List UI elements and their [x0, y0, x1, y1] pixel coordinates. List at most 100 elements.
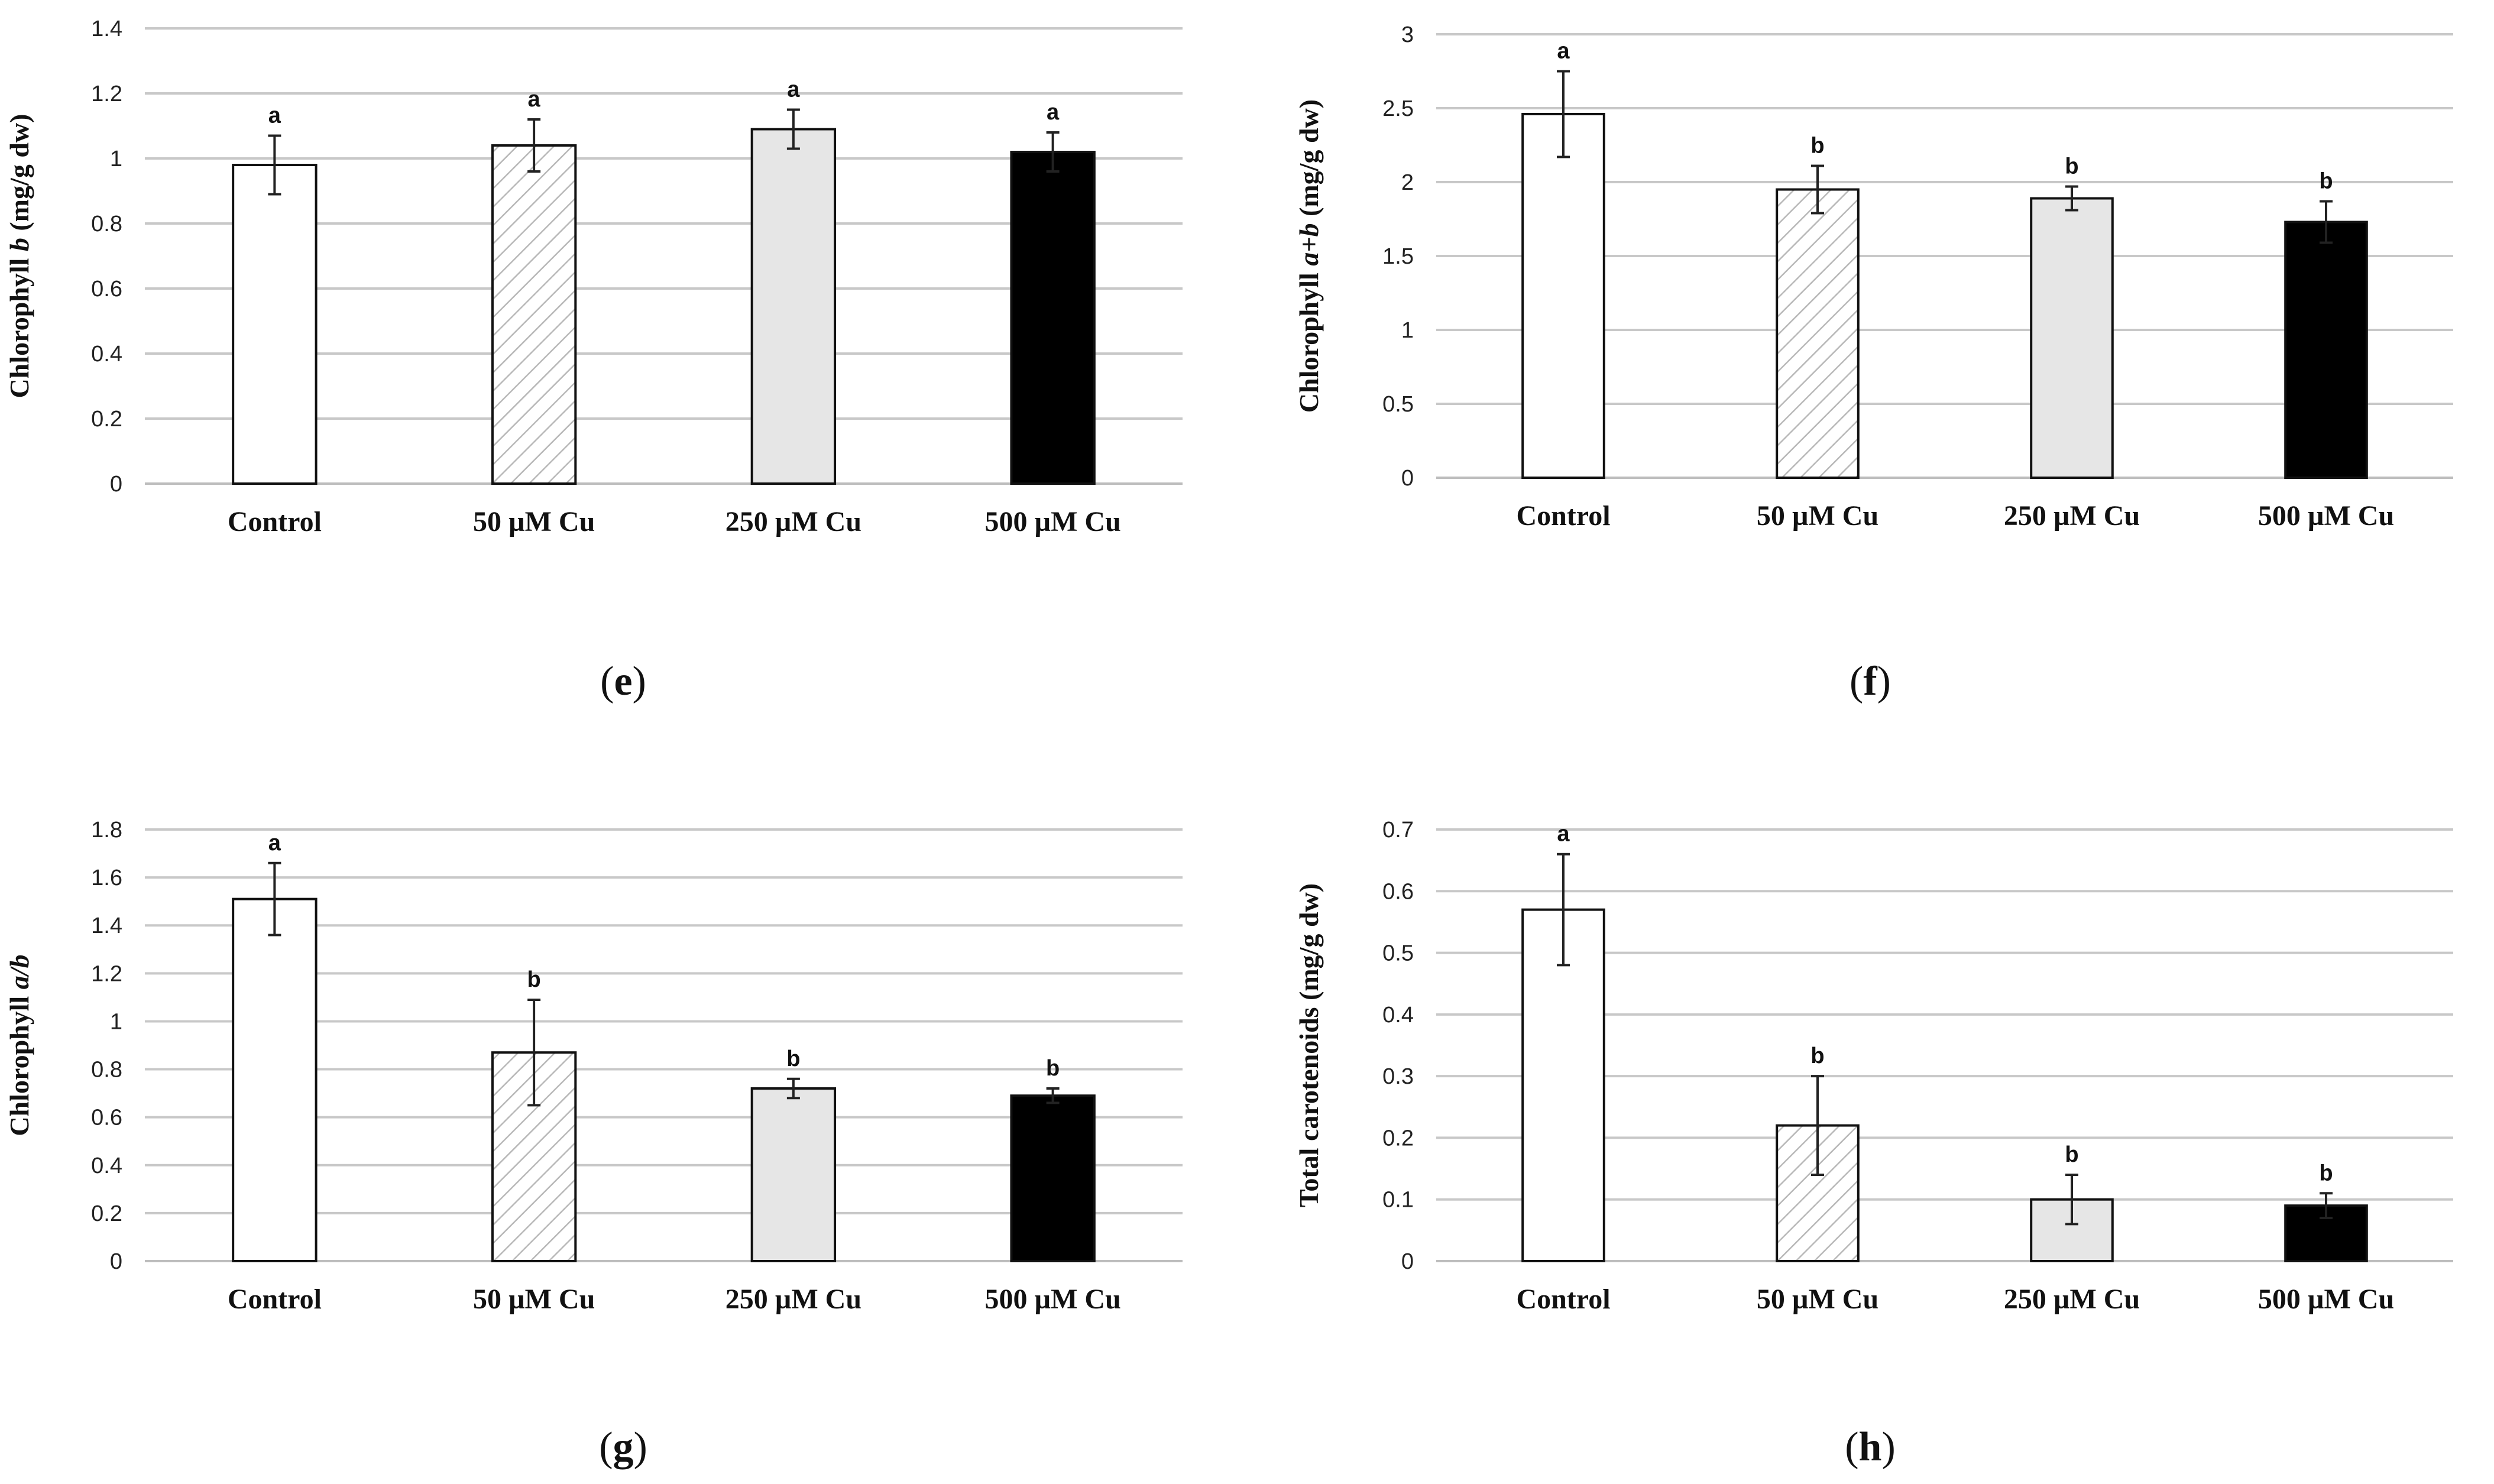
bar-control	[1521, 908, 1605, 1263]
x-tick-label: 50 µM Cu	[1757, 1284, 1878, 1315]
significance-letter: b	[2319, 1161, 2333, 1185]
bar-250uM-cu	[750, 1087, 837, 1262]
error-bar	[1557, 853, 1570, 967]
bar-control	[1521, 113, 1605, 479]
y-tick-label: 1.2	[91, 961, 122, 986]
x-tick-label: 250 µM Cu	[2004, 500, 2140, 532]
bar-50uM-cu	[491, 1051, 577, 1263]
error-bar	[1811, 1075, 1824, 1176]
y-tick-label: 0.5	[1382, 941, 1414, 966]
error-bar	[1811, 164, 1824, 215]
x-tick-label: 250 µM Cu	[725, 506, 861, 537]
error-bar	[2065, 185, 2078, 212]
chart-panel-g: 0 0.2 0.4 0.6 0.8 1 1.2 1.4 1.6 1.8 a Control b 50 µM…	[0, 742, 1247, 1484]
y-tick-label: 0.4	[91, 342, 122, 367]
y-tick-label: 1	[110, 147, 122, 171]
y-tick-label: 2	[1401, 170, 1414, 195]
significance-letter: b	[1810, 134, 1824, 158]
chart-h-svg: 0 0.1 0.2 0.3 0.4 0.5 0.6 0.7 a Control b 50 µM Cu b…	[1294, 818, 2453, 1470]
x-tick-label: 50 µM Cu	[473, 1284, 595, 1315]
x-tick-label: 500 µM Cu	[984, 1284, 1120, 1315]
significance-letter: a	[268, 103, 281, 128]
bar-control	[232, 897, 318, 1263]
error-bar	[268, 861, 281, 937]
x-tick-label: Control	[1516, 1284, 1610, 1315]
y-tick-label: 0.6	[91, 277, 122, 302]
significance-letter: a	[528, 87, 541, 112]
x-tick-label: 250 µM Cu	[2004, 1284, 2140, 1315]
bar-500uM-cu	[1010, 151, 1096, 485]
error-bar	[2065, 1174, 2078, 1226]
x-tick-label: Control	[228, 506, 322, 537]
panel-label: (g)	[599, 1424, 647, 1470]
significance-letter: b	[1810, 1044, 1824, 1068]
y-tick-label: 0.1	[1382, 1188, 1414, 1213]
x-tick-label: 500 µM Cu	[2258, 500, 2394, 532]
y-tick-label: 0.8	[91, 212, 122, 236]
error-bar	[527, 118, 541, 173]
y-tick-label: 0.7	[1382, 818, 1414, 843]
y-tick-label: 0.5	[1382, 392, 1414, 417]
error-bar	[2320, 1192, 2333, 1219]
x-tick-label: 250 µM Cu	[725, 1284, 861, 1315]
significance-letter: b	[2065, 154, 2078, 179]
y-tick-label: 0	[1401, 466, 1414, 491]
significance-letter: a	[1557, 822, 1570, 847]
x-tick-label: Control	[228, 1284, 322, 1315]
bar-50uM-cu	[491, 144, 577, 485]
chart-panel-f: 0 0.5 1 1.5 2 2.5 3 a Control b 50 µM Cu b 250 µM Cu…	[1247, 0, 2494, 742]
error-bar	[1046, 131, 1060, 173]
chart-f-svg: 0 0.5 1 1.5 2 2.5 3 a Control b 50 µM Cu b 250 µM Cu…	[1294, 22, 2453, 704]
significance-letter: b	[2065, 1142, 2078, 1167]
error-bar	[786, 1077, 800, 1100]
y-tick-label: 0.2	[1382, 1126, 1414, 1151]
y-axis-label: Chlorophyll b (mg/g dw)	[4, 114, 34, 398]
y-tick-label: 0.4	[91, 1153, 122, 1178]
chart-panel-e: 0 0.2 0.4 0.6 0.8 1 1.2 1.4 a Control a 50 µM Cu a 25…	[0, 0, 1247, 742]
significance-letter: a	[1557, 39, 1570, 64]
y-tick-label: 0	[1401, 1249, 1414, 1274]
y-tick-label: 0.6	[1382, 879, 1414, 904]
x-tick-label: 500 µM Cu	[984, 506, 1120, 537]
significance-letter: a	[1047, 100, 1060, 125]
chart-g-svg: 0 0.2 0.4 0.6 0.8 1 1.2 1.4 1.6 1.8 a Control b 50 µM…	[4, 818, 1183, 1470]
y-axis-label: Chlorophyll a+b (mg/g dw)	[1294, 99, 1324, 413]
error-bar	[1046, 1087, 1060, 1104]
y-axis-label: Chlorophyll a/b	[4, 954, 34, 1136]
y-tick-label: 0.2	[91, 407, 122, 432]
significance-letter: a	[268, 831, 281, 856]
y-tick-label: 3	[1401, 22, 1414, 47]
panel-label: (h)	[1845, 1424, 1896, 1470]
y-tick-label: 0.8	[91, 1058, 122, 1083]
significance-letter: b	[1046, 1056, 1060, 1081]
y-tick-label: 1.8	[91, 818, 122, 843]
x-tick-label: 50 µM Cu	[1757, 500, 1878, 532]
y-tick-label: 1.5	[1382, 244, 1414, 269]
bar-500uM-cu	[2284, 221, 2368, 479]
bar-250uM-cu	[750, 128, 837, 485]
y-tick-label: 1	[110, 1009, 122, 1034]
y-axis-label: Total carotenoids (mg/g dw)	[1294, 883, 1324, 1207]
significance-letter: b	[527, 967, 541, 992]
y-tick-label: 0.3	[1382, 1064, 1414, 1089]
x-tick-label: 50 µM Cu	[473, 506, 595, 537]
panel-label: (f)	[1850, 659, 1891, 704]
y-tick-label: 1.4	[91, 17, 122, 41]
y-tick-label: 0.4	[1382, 1003, 1414, 1028]
y-tick-label: 2.5	[1382, 96, 1414, 121]
y-tick-label: 0	[110, 472, 122, 497]
error-bar	[527, 998, 541, 1107]
significance-letter: a	[787, 77, 800, 102]
error-bar	[2320, 200, 2333, 244]
y-tick-label: 1.2	[91, 82, 122, 106]
bar-50uM-cu	[1776, 188, 1860, 479]
y-tick-label: 0	[110, 1249, 122, 1274]
bar-250uM-cu	[2030, 197, 2114, 479]
y-tick-label: 1.6	[91, 866, 122, 890]
significance-letter: b	[786, 1046, 800, 1071]
x-tick-label: Control	[1516, 500, 1610, 532]
bar-control	[232, 164, 318, 485]
y-tick-label: 1.4	[91, 913, 122, 938]
panel-label: (e)	[600, 659, 646, 704]
error-bar	[268, 134, 281, 196]
